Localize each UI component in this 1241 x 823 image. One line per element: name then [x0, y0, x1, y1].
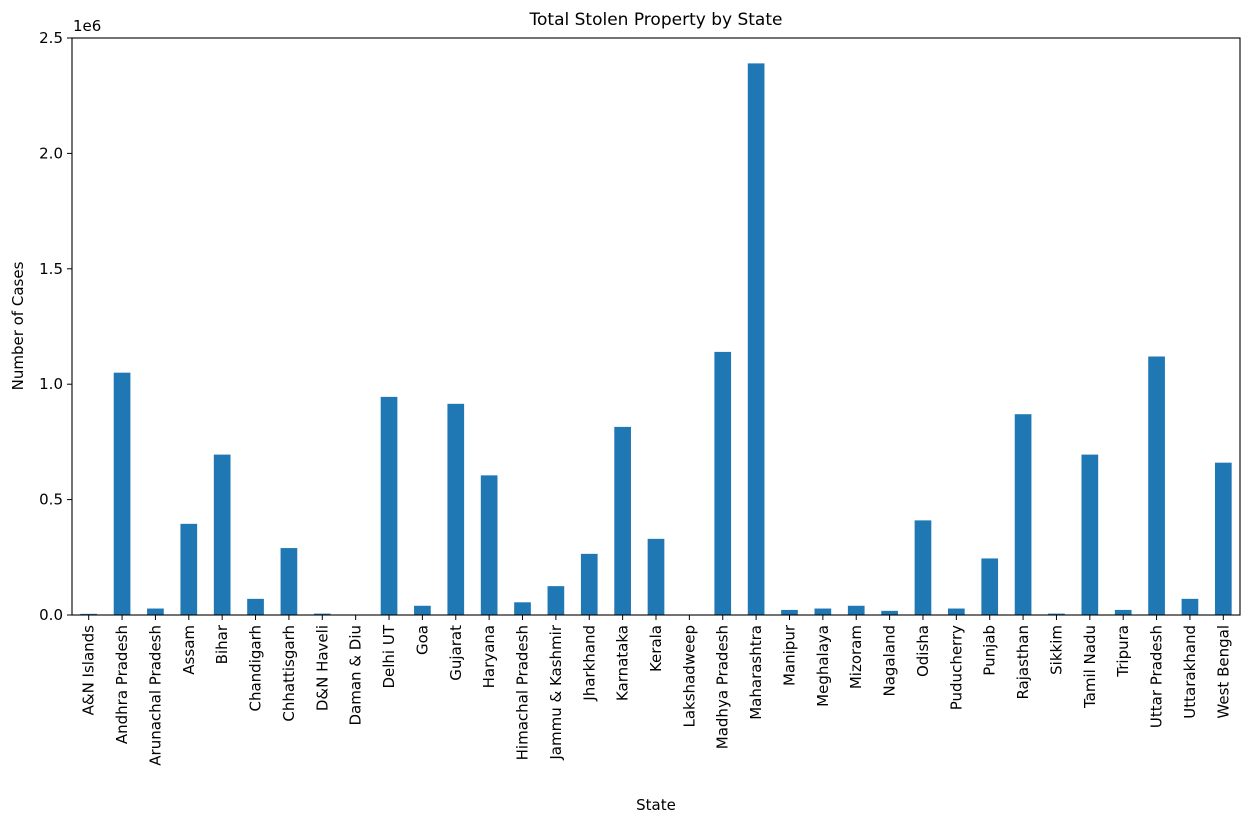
x-tick-label: Andhra Pradesh: [113, 625, 131, 744]
x-tick-label: Arunachal Pradesh: [146, 625, 164, 766]
bar-bihar: [213, 454, 231, 615]
x-tick-label: Meghalaya: [814, 625, 832, 707]
x-axis-label: State: [636, 796, 676, 814]
x-tick-label: Gujarat: [447, 625, 465, 681]
x-tick-label: Mizoram: [847, 625, 865, 689]
bar-mizoram: [847, 605, 865, 615]
x-tick-label: Jharkhand: [580, 625, 598, 702]
x-tick-label: Chandigarh: [247, 625, 265, 712]
x-tick-label: Punjab: [981, 625, 999, 676]
x-tick-label: Uttarakhand: [1181, 625, 1199, 719]
x-tick-label: Chhattisgarh: [280, 625, 298, 722]
bar-tripura: [1114, 609, 1132, 615]
x-tick-label: Rajasthan: [1014, 625, 1032, 700]
bar-andhra-pradesh: [113, 372, 131, 615]
x-tick-label: Delhi UT: [380, 624, 398, 688]
bar-haryana: [480, 475, 498, 615]
bar-rajasthan: [1014, 414, 1032, 615]
bar-himachal-pradesh: [514, 602, 531, 615]
bar-goa: [414, 605, 431, 615]
bar-gujarat: [447, 403, 465, 615]
x-tick-label: Jammu & Kashmir: [547, 624, 565, 760]
bars-group: [80, 63, 1232, 615]
y-axis-label: Number of Cases: [9, 261, 27, 390]
x-tick-label: Goa: [413, 625, 431, 655]
y-tick-label: 1.0: [39, 375, 63, 393]
bar-puducherry: [948, 608, 965, 615]
bar-kerala: [647, 538, 665, 615]
bar-aandn-islands: [80, 613, 98, 615]
bar-west-bengal: [1214, 462, 1232, 615]
x-tick-label: Kerala: [647, 625, 665, 672]
bar-chandigarh: [247, 598, 264, 615]
x-tick-label: A&N Islands: [80, 625, 98, 716]
y-tick-label: 0.5: [39, 491, 63, 509]
bar-jharkhand: [580, 553, 598, 615]
x-tick-label: D&N Haveli: [313, 625, 331, 711]
x-tick-label: Himachal Pradesh: [514, 625, 532, 760]
bar-punjab: [981, 558, 999, 615]
x-tick-label: Bihar: [213, 624, 231, 664]
x-tick-label: Nagaland: [881, 625, 899, 697]
y-tick-label: 2.5: [39, 29, 63, 47]
x-tick-label: Odisha: [914, 625, 932, 677]
bar-uttar-pradesh: [1148, 356, 1165, 615]
x-tick-label: Daman & Diu: [347, 625, 365, 726]
x-tick-label: Puducherry: [947, 625, 965, 710]
bar-odisha: [914, 520, 932, 615]
bar-madhya-pradesh: [714, 351, 732, 615]
x-tick-label: West Bengal: [1214, 625, 1232, 719]
bar-uttarakhand: [1181, 598, 1199, 615]
x-ticks-group: A&N Islands Andhra Pradesh Arunachal Prade…: [80, 615, 1232, 766]
plot-frame: [71, 37, 1241, 616]
y-tick-label: 1.5: [39, 260, 63, 278]
x-tick-label: Tripura: [1114, 625, 1132, 678]
bar-meghalaya: [814, 608, 832, 615]
bar-tamil-nadu: [1081, 454, 1099, 615]
bar-delhi-ut: [380, 396, 398, 615]
x-tick-label: Tamil Nadu: [1081, 625, 1099, 709]
x-tick-label: Maharashtra: [747, 625, 765, 720]
x-tick-label: Manipur: [780, 624, 798, 686]
y-tick-label: 2.0: [39, 144, 63, 162]
x-tick-label: Madhya Pradesh: [714, 625, 732, 749]
bar-assam: [180, 523, 198, 615]
bar-dandn-haveli: [313, 613, 331, 615]
x-tick-label: Haryana: [480, 625, 498, 688]
bar-chhattisgarh: [280, 548, 298, 615]
x-tick-label: Karnataka: [614, 625, 632, 701]
x-tick-label: Lakshadweep: [680, 625, 698, 728]
bar-manipur: [781, 609, 798, 615]
x-tick-label: Sikkim: [1047, 625, 1065, 675]
bar-maharashtra: [747, 63, 765, 615]
x-tick-label: Assam: [180, 625, 198, 675]
y-tick-label: 0.0: [39, 606, 63, 624]
bar-sikkim: [1048, 613, 1065, 615]
y-offset-text: 1e6: [73, 17, 101, 35]
bar-arunachal-pradesh: [147, 608, 164, 615]
x-tick-label: Uttar Pradesh: [1148, 625, 1166, 728]
bar-jammu-and-kashmir: [547, 586, 565, 615]
bar-karnataka: [614, 426, 631, 615]
chart-title: Total Stolen Property by State: [529, 10, 783, 30]
y-ticks-group: 0.0 0.5 1.0 1.5 2.0 2.5: [39, 29, 72, 624]
bar-nagaland: [881, 610, 898, 615]
